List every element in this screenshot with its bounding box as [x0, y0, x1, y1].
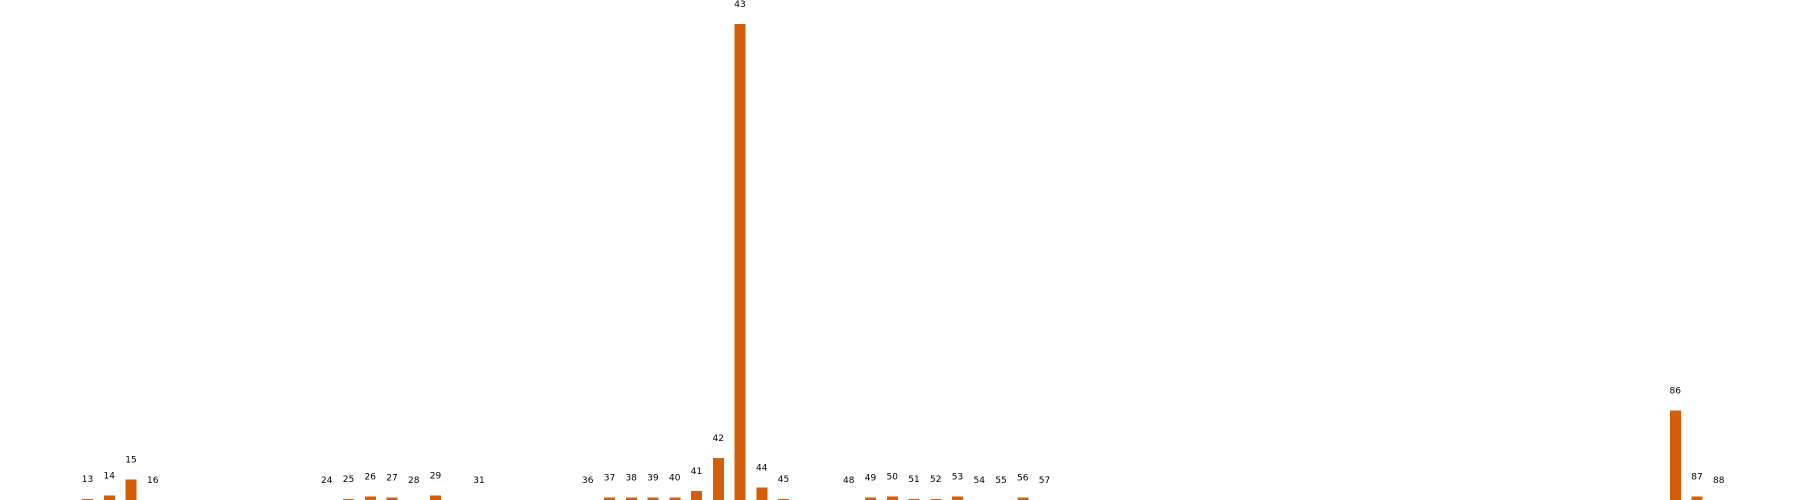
data-label-15: 15	[125, 456, 136, 466]
data-label-36: 36	[582, 476, 594, 486]
data-label-53: 53	[952, 473, 963, 483]
data-label-31: 31	[473, 476, 484, 486]
data-label-49: 49	[865, 474, 877, 484]
bar-53	[952, 496, 963, 500]
data-label-25: 25	[343, 475, 354, 485]
bar-15	[125, 479, 137, 500]
bar-27	[386, 497, 398, 500]
data-label-38: 38	[626, 474, 638, 484]
bar-87	[1691, 496, 1703, 500]
data-label-14: 14	[104, 471, 116, 481]
bar-45	[778, 498, 789, 500]
data-label-51: 51	[908, 475, 919, 485]
bar-51	[908, 498, 920, 500]
data-label-57: 57	[1039, 476, 1050, 486]
data-labels-group: 13 14 15 16 24 25 26 27 28 29 31 36 37 38 39 40 41 42 43 44…	[82, 0, 1725, 486]
bar-14	[103, 495, 115, 500]
data-label-87: 87	[1691, 473, 1702, 483]
bar-13	[82, 498, 93, 500]
bar-40	[669, 497, 681, 500]
data-label-13: 13	[82, 475, 93, 485]
data-label-27: 27	[386, 474, 397, 484]
data-label-88: 88	[1713, 476, 1725, 486]
bar-43	[734, 24, 746, 500]
bar-50	[886, 496, 898, 500]
bar-37	[604, 497, 615, 500]
data-label-56: 56	[1017, 474, 1029, 484]
data-label-54: 54	[974, 476, 986, 486]
data-label-52: 52	[930, 475, 941, 485]
bar-38	[625, 497, 637, 500]
data-label-40: 40	[669, 474, 681, 484]
bar-39	[647, 497, 659, 500]
bar-41	[691, 490, 702, 500]
bar-56	[1017, 497, 1029, 500]
data-label-44: 44	[756, 464, 768, 474]
data-label-24: 24	[321, 476, 333, 486]
data-label-55: 55	[995, 476, 1006, 486]
data-label-16: 16	[147, 476, 159, 486]
data-label-37: 37	[604, 474, 615, 484]
data-label-28: 28	[408, 476, 420, 486]
bar-44	[756, 487, 768, 500]
data-label-45: 45	[778, 475, 789, 485]
bar-52	[930, 498, 942, 500]
data-label-39: 39	[647, 474, 659, 484]
bar-29	[430, 495, 441, 500]
data-label-48: 48	[843, 476, 855, 486]
data-label-26: 26	[365, 473, 377, 483]
data-label-43: 43	[734, 0, 745, 10]
data-label-29: 29	[430, 471, 442, 481]
bar-49	[865, 497, 876, 500]
data-label-42: 42	[713, 434, 724, 444]
bar-25	[343, 498, 354, 500]
bar-86	[1669, 410, 1681, 500]
bars-group	[82, 24, 1703, 500]
bar-42	[712, 458, 724, 500]
bar-26	[364, 496, 376, 500]
data-label-41: 41	[691, 467, 702, 477]
data-label-86: 86	[1670, 386, 1682, 396]
data-label-50: 50	[887, 473, 899, 483]
